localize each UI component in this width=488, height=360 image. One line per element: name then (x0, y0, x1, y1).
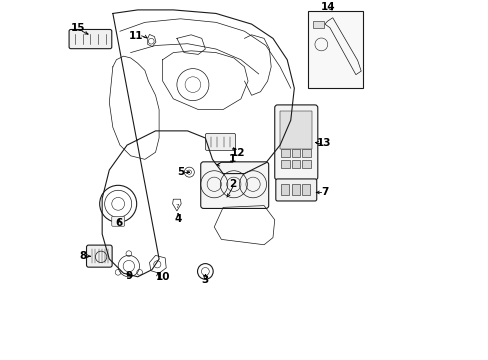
Text: 3: 3 (202, 275, 208, 285)
Text: 6: 6 (115, 218, 122, 228)
Text: 10: 10 (155, 272, 169, 282)
Bar (281, 184, 288, 195)
Bar (281, 160, 289, 168)
Bar (302, 149, 310, 157)
Text: 4: 4 (175, 214, 182, 224)
FancyBboxPatch shape (69, 30, 112, 49)
Bar (302, 160, 310, 168)
Bar (307, 10, 362, 88)
Text: 7: 7 (175, 204, 178, 209)
FancyBboxPatch shape (200, 162, 268, 208)
FancyBboxPatch shape (274, 105, 317, 180)
Bar (280, 111, 311, 149)
FancyBboxPatch shape (112, 216, 124, 226)
Bar (291, 149, 300, 157)
Text: 9: 9 (125, 271, 132, 281)
Bar (281, 149, 289, 157)
Text: 1: 1 (229, 154, 236, 165)
Text: 11: 11 (128, 31, 143, 41)
Bar (291, 184, 299, 195)
Text: 8: 8 (79, 251, 86, 261)
Bar (312, 21, 323, 28)
Bar (291, 160, 300, 168)
Text: 2: 2 (229, 179, 236, 189)
Bar (302, 184, 310, 195)
Text: 7: 7 (320, 188, 327, 197)
Text: 13: 13 (316, 138, 331, 148)
Text: 15: 15 (71, 23, 85, 33)
Text: 12: 12 (231, 148, 245, 158)
Text: 14: 14 (321, 3, 335, 12)
Text: 5: 5 (177, 167, 184, 177)
FancyBboxPatch shape (275, 179, 316, 201)
FancyBboxPatch shape (205, 133, 235, 150)
FancyBboxPatch shape (86, 245, 112, 267)
